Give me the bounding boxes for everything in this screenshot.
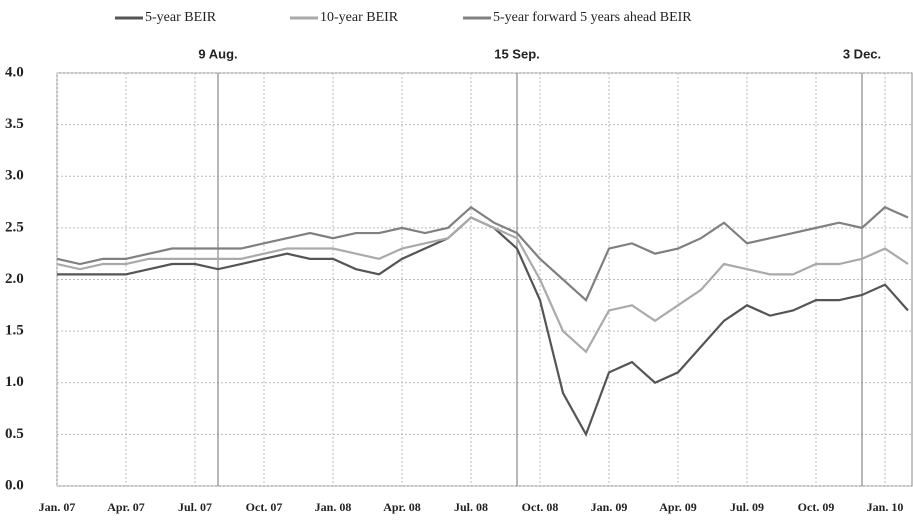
legend-label: 10-year BEIR <box>320 10 399 25</box>
y-tick-label: 0.5 <box>5 426 24 442</box>
y-tick-label: 3.5 <box>5 116 24 132</box>
x-tick-label: Jul. 09 <box>730 500 764 514</box>
x-tick-label: Jan. 07 <box>39 500 76 514</box>
y-tick-label: 4.0 <box>5 64 24 80</box>
y-tick-label: 3.0 <box>5 168 24 184</box>
series-line <box>56 216 909 354</box>
series-line <box>56 205 909 302</box>
y-tick-label: 2.5 <box>5 219 24 235</box>
x-tick-label: Apr. 07 <box>107 500 145 514</box>
event-label: 9 Aug. <box>198 46 237 61</box>
legend-label: 5-year forward 5 years ahead BEIR <box>493 10 692 25</box>
legend-label: 5-year BEIR <box>145 10 217 25</box>
series-line <box>57 216 909 437</box>
x-tick-label: Jan. 10 <box>867 500 904 514</box>
x-tick-label: Apr. 08 <box>383 500 421 514</box>
event-label: 3 Dec. <box>843 46 881 61</box>
x-tick-label: Jul. 07 <box>178 500 212 514</box>
event-label: 15 Sep. <box>494 46 540 61</box>
x-tick-label: Oct. 09 <box>798 500 835 514</box>
y-tick-label: 0.0 <box>5 477 24 493</box>
x-tick-label: Jan. 08 <box>315 500 352 514</box>
x-tick-label: Jan. 09 <box>591 500 628 514</box>
x-tick-label: Jul. 08 <box>454 500 488 514</box>
x-tick-label: Oct. 07 <box>246 500 283 514</box>
y-tick-label: 1.0 <box>5 374 24 390</box>
y-tick-label: 2.0 <box>5 271 24 287</box>
x-tick-label: Apr. 09 <box>659 500 697 514</box>
x-tick-label: Oct. 08 <box>522 500 559 514</box>
y-tick-label: 1.5 <box>5 323 24 339</box>
